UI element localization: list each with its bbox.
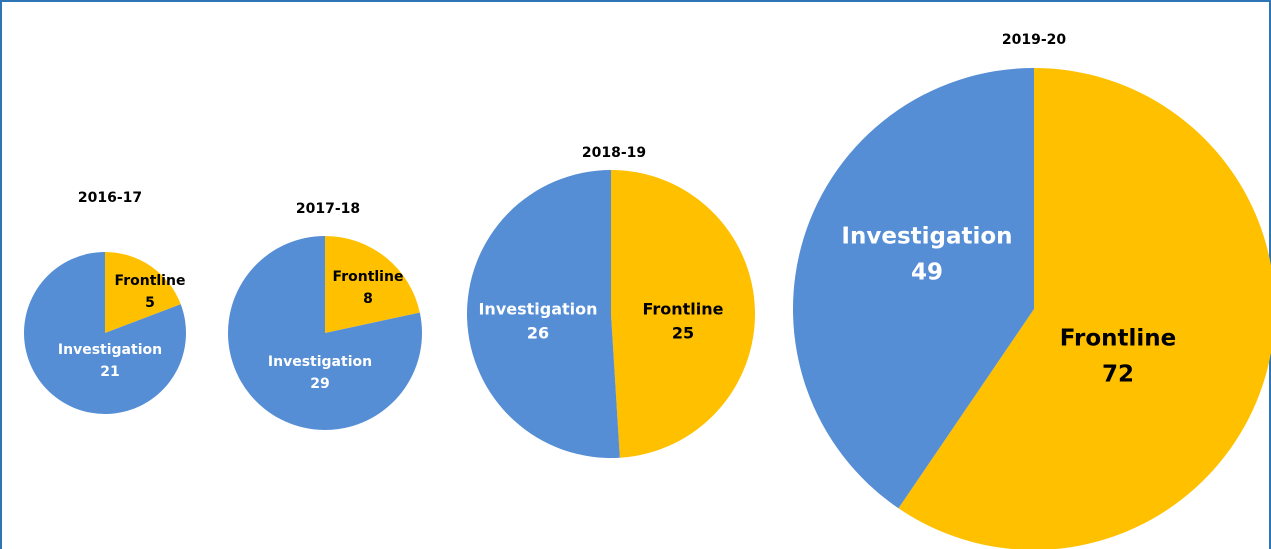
slice-value: 72 <box>1102 362 1134 388</box>
slice-label: Frontline <box>333 269 404 285</box>
pie-slice <box>325 236 420 333</box>
slice-value: 29 <box>310 376 329 392</box>
pie-title: 2019-20 <box>1002 32 1067 48</box>
pie-title: 2016-17 <box>78 190 142 206</box>
slice-label: Investigation <box>58 342 162 358</box>
pie-title: 2017-18 <box>296 201 360 217</box>
pie-slice <box>105 252 181 333</box>
pie-title: 2018-19 <box>582 145 646 161</box>
slice-label: Investigation <box>478 300 597 319</box>
slice-value: 21 <box>100 364 119 380</box>
slice-value: 5 <box>145 295 155 311</box>
slice-label: Frontline <box>115 273 186 289</box>
pie-slice <box>24 252 186 414</box>
slice-label: Frontline <box>642 300 723 319</box>
slice-label: Investigation <box>841 224 1012 250</box>
pie-slice <box>898 68 1271 549</box>
slice-label: Frontline <box>1060 326 1177 352</box>
pie-slice <box>611 170 755 458</box>
slice-value: 25 <box>672 324 694 343</box>
slice-value: 26 <box>527 324 549 343</box>
slice-value: 8 <box>363 291 373 307</box>
pie-slice <box>228 236 422 430</box>
slice-label: Investigation <box>268 354 372 370</box>
pie-slice <box>793 68 1034 509</box>
slice-value: 49 <box>911 260 943 286</box>
pie-slice <box>466 170 620 459</box>
